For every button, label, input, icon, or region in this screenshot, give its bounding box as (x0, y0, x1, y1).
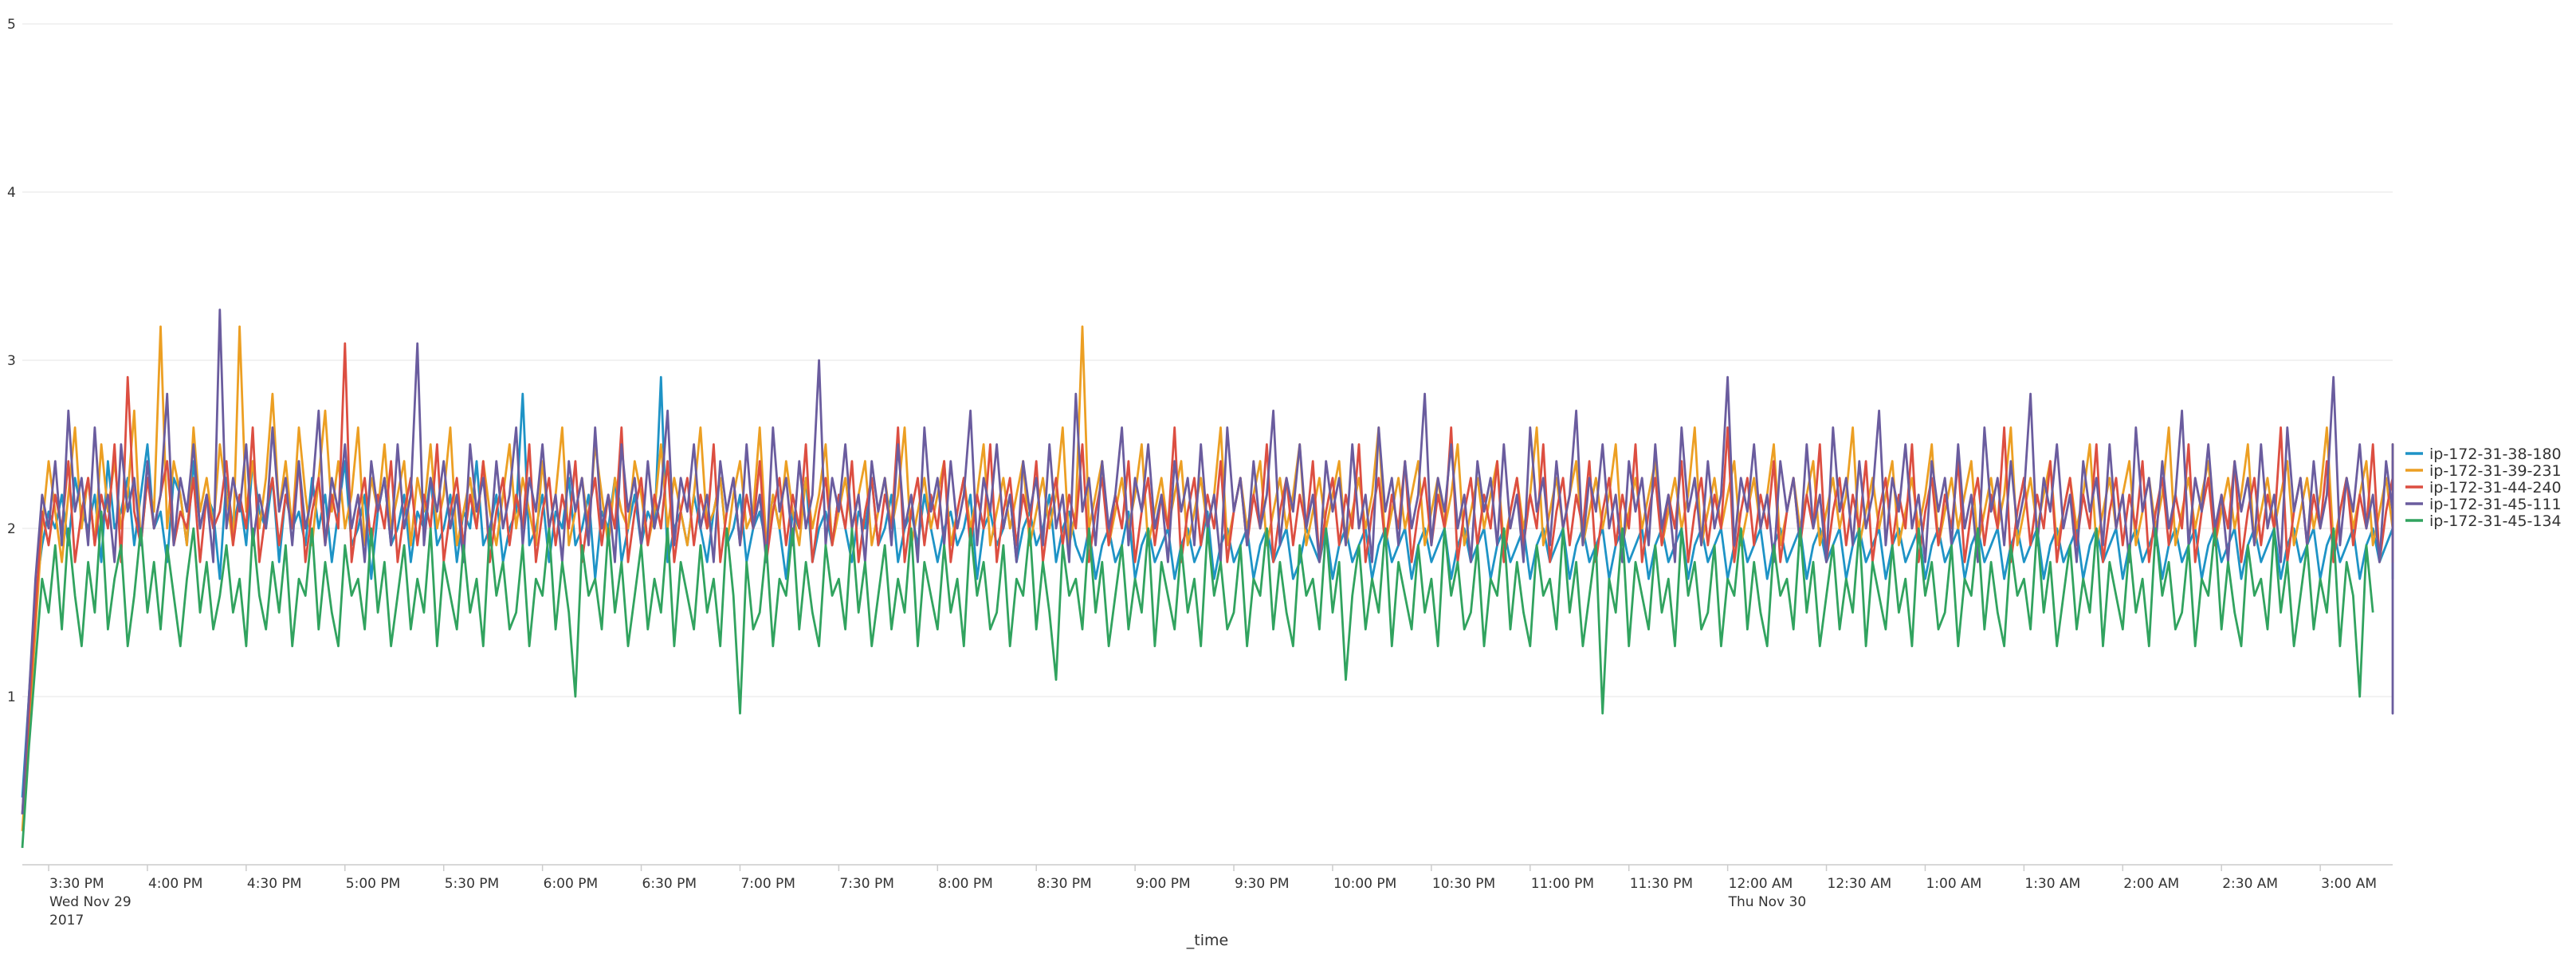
y-tick-label: 1 (7, 689, 16, 705)
x-axis: 3:30 PM Wed Nov 29 2017 4:00 PM 4:30 PM 5:00 … (22, 864, 2393, 949)
x-tick-label: 10:30 PM (1432, 876, 1495, 892)
x-tick-label: 7:00 PM (740, 876, 795, 892)
x-tick-label: 5:00 PM (346, 876, 401, 892)
legend-label[interactable]: ip-172-31-45-111 (2429, 496, 2562, 513)
x-tick-label: 11:30 PM (1630, 876, 1693, 892)
series-line-ip-172-31-45-134[interactable] (21, 510, 2374, 848)
y-tick-label: 3 (7, 353, 16, 369)
series-line-ip-172-31-39-231[interactable] (21, 325, 2394, 831)
x-tick-label: 4:00 PM (148, 876, 203, 892)
x-tick-label: 1:30 AM (2024, 876, 2080, 892)
x-tick-label: 3:30 PM (49, 876, 104, 892)
y-tick-label: 4 (7, 185, 16, 201)
y-tick-label: 5 (7, 17, 16, 33)
legend-label[interactable]: ip-172-31-38-180 (2429, 446, 2562, 463)
x-tick-label: 8:30 PM (1037, 876, 1092, 892)
legend-label[interactable]: ip-172-31-44-240 (2429, 479, 2562, 497)
x-tick-label: 3:00 AM (2321, 876, 2377, 892)
x-tick-label: 12:00 AM (1729, 876, 1793, 892)
series-line-ip-172-31-44-240[interactable] (21, 342, 2394, 815)
y-tick-label: 2 (7, 521, 16, 537)
x-tick-label: 2:30 AM (2222, 876, 2278, 892)
x-tick-label: 7:30 PM (839, 876, 894, 892)
x-axis-title: _time (1186, 932, 1228, 949)
x-tick-date-label: Wed Nov 29 (49, 894, 132, 910)
x-tick-label: 12:30 AM (1828, 876, 1892, 892)
y-axis: 1 2 3 4 5 (7, 17, 16, 705)
x-tick-label: 1:00 AM (1926, 876, 1981, 892)
x-tick-label: 9:00 PM (1136, 876, 1191, 892)
x-tick-label: 11:00 PM (1531, 876, 1594, 892)
legend: ip-172-31-38-180ip-172-31-39-231ip-172-3… (2405, 446, 2562, 530)
x-tick-label: 4:30 PM (247, 876, 302, 892)
x-tick-date-label: Thu Nov 30 (1728, 894, 1807, 910)
grid-layer (22, 23, 2393, 697)
series-line-ip-172-31-45-111[interactable] (21, 308, 2394, 815)
legend-label[interactable]: ip-172-31-39-231 (2429, 462, 2562, 480)
x-tick-label: 10:00 PM (1333, 876, 1396, 892)
series-line-ip-172-31-38-180[interactable] (21, 375, 2394, 798)
x-tick-label: 5:30 PM (445, 876, 500, 892)
x-tick-label: 6:00 PM (544, 876, 599, 892)
x-tick-label: 6:30 PM (642, 876, 697, 892)
legend-label[interactable]: ip-172-31-45-134 (2429, 512, 2562, 530)
x-tick-year-label: 2017 (49, 913, 84, 929)
x-tick-label: 9:30 PM (1235, 876, 1290, 892)
x-tick-label: 8:00 PM (938, 876, 993, 892)
x-tick-label: 2:00 AM (2123, 876, 2179, 892)
series-layer (21, 308, 2394, 848)
